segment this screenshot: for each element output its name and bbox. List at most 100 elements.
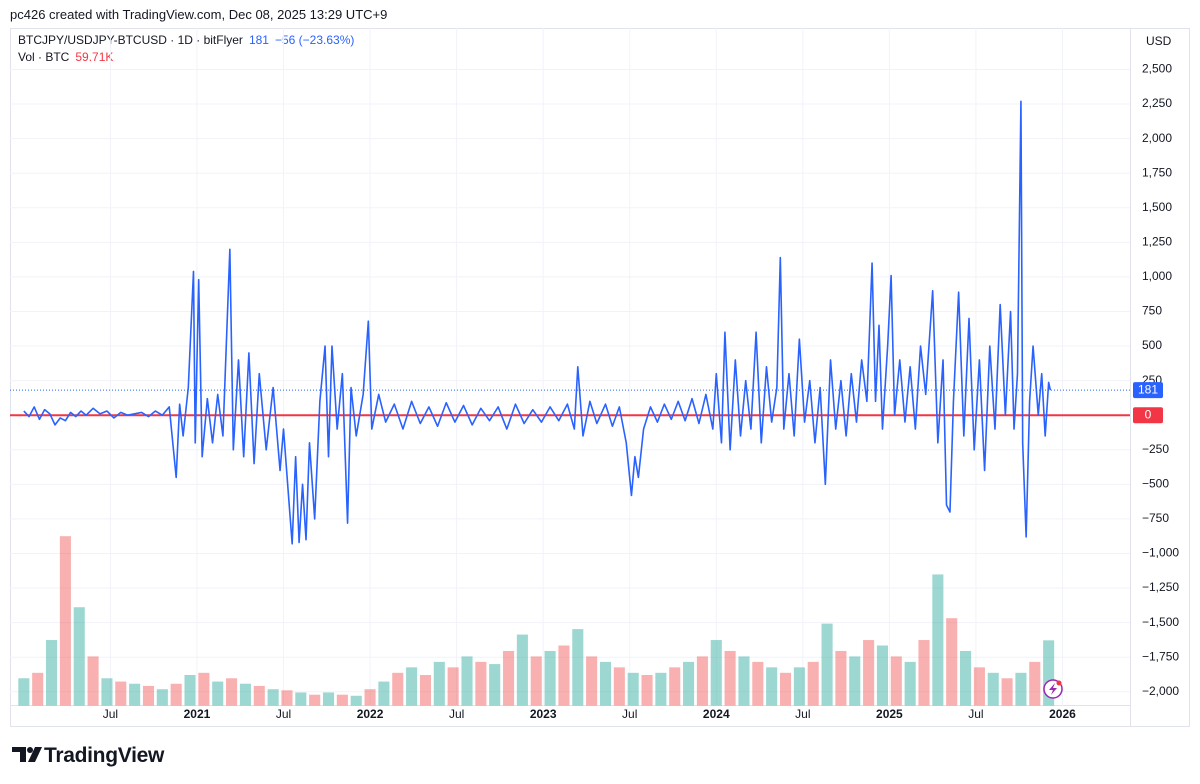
volume-bar (59, 536, 71, 706)
volume-bar (683, 661, 695, 706)
volume-bar (932, 574, 944, 706)
volume-bar (752, 661, 764, 706)
replay-icon (1043, 679, 1063, 699)
x-tick-label: Jul (103, 707, 118, 721)
chart-frame (10, 28, 1190, 727)
volume-bar (655, 672, 667, 706)
volume-bar (184, 674, 196, 706)
volume-title: Vol · BTC (18, 50, 70, 64)
volume-bar (406, 667, 418, 706)
brand-name: TradingView (44, 744, 165, 767)
volume-bar (170, 683, 182, 706)
volume-bar (1043, 640, 1055, 706)
volume-bar (461, 656, 473, 706)
y-tick-label: 1,750 (1142, 165, 1172, 179)
x-tick-label: Jul (276, 707, 291, 721)
volume-bar (807, 661, 819, 706)
volume-bar (433, 661, 445, 706)
y-tick-label: −1,250 (1142, 580, 1179, 594)
x-tick-label: 2022 (357, 707, 384, 721)
volume-bar (239, 683, 251, 706)
volume-bar (724, 650, 736, 706)
volume-bar (835, 650, 847, 706)
volume-bar (18, 678, 30, 706)
volume-bar (281, 690, 293, 706)
legend-last-value: 181 (248, 33, 269, 47)
volume-bar (904, 661, 916, 706)
y-tick-label: −1,500 (1142, 615, 1179, 629)
volume-last: 59.71K (75, 50, 114, 64)
volume-bar (226, 678, 238, 706)
volume-bar (1001, 678, 1013, 706)
y-tick-label: 1,000 (1142, 269, 1172, 283)
y-tick-label: −500 (1142, 477, 1169, 491)
legend-title: BTCJPY/USDJPY-BTCUSD · 1D · bitFlyer (18, 33, 243, 47)
volume-bar (198, 672, 210, 706)
volume-bar (946, 618, 958, 706)
volume-bar (987, 672, 999, 706)
volume-bar (46, 640, 58, 706)
y-tick-label: −1,750 (1142, 649, 1179, 663)
credit: pc426 created with TradingView.com, Dec … (10, 7, 388, 22)
volume-bar (710, 640, 722, 706)
volume-bar (378, 681, 390, 706)
x-tick-label: Jul (622, 707, 637, 721)
volume-bar (516, 634, 528, 706)
volume-bar (309, 694, 321, 706)
x-tick-label: Jul (795, 707, 810, 721)
volume-bar (696, 656, 708, 706)
volume-bar (586, 656, 598, 706)
x-tick-label: 2021 (184, 707, 211, 721)
volume-bar (669, 667, 681, 706)
volume-bar (364, 689, 376, 706)
y-tick-label: 1,250 (1142, 235, 1172, 249)
y-tick-label: 750 (1142, 304, 1162, 318)
volume-bar (115, 681, 127, 706)
volume-bar (156, 689, 168, 706)
brand-logo (12, 747, 42, 762)
volume-bar (142, 685, 155, 706)
x-tick-label: 2024 (703, 707, 730, 721)
hline-price-text: 0 (1145, 407, 1152, 421)
legend-main: BTCJPY/USDJPY-BTCUSD · 1D · bitFlyer 181−… (18, 33, 354, 47)
volume-bar (738, 656, 750, 706)
legend-volume: Vol · BTC 59.71K (18, 50, 113, 64)
x-tick-label: Jul (968, 707, 983, 721)
volume-bar (918, 640, 930, 706)
volume-bar (1029, 661, 1041, 706)
price-line (23, 100, 1052, 545)
volume-bar (101, 678, 113, 706)
volume-bar (336, 694, 348, 706)
legend-change: −56 (−23.63%) (274, 33, 355, 47)
volume-bar (392, 672, 404, 706)
last-price-box (1133, 382, 1163, 399)
volume-bar (73, 607, 85, 706)
x-tick-label: 2023 (530, 707, 557, 721)
volume-bar (544, 650, 556, 706)
volume-bar (960, 650, 972, 706)
volume-bar (641, 674, 653, 706)
volume-bar (876, 645, 888, 706)
volume-bar (489, 664, 501, 706)
volume-bar (503, 650, 515, 706)
y-tick-label: 1,500 (1142, 200, 1172, 214)
volume-bar (766, 667, 778, 706)
volume-bar (253, 685, 265, 706)
volume-bar (849, 656, 861, 706)
last-price-text: 181 (1138, 382, 1158, 396)
volume-bar (821, 623, 833, 706)
volume-bar (530, 656, 542, 706)
volume-bar (613, 667, 625, 706)
volume-bar (322, 692, 335, 706)
volume-bar (295, 692, 307, 706)
volume-bar (419, 674, 431, 706)
y-tick-label: 2,000 (1142, 131, 1172, 145)
volume-bar (350, 695, 362, 706)
volume-bar (793, 667, 805, 706)
volume-bar (447, 667, 459, 706)
volume-bar (599, 661, 612, 706)
volume-bar (863, 640, 875, 706)
y-tick-label: −250 (1142, 442, 1169, 456)
